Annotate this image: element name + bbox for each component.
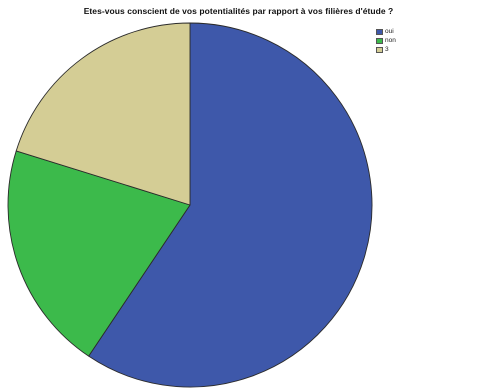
legend-swatch-oui — [376, 29, 383, 35]
legend-label-non: non — [385, 37, 396, 44]
legend-item-non: non — [376, 37, 396, 45]
legend-swatch-non — [376, 38, 383, 44]
pie-slice-oui — [88, 22, 373, 388]
legend: oui non 3 — [376, 28, 396, 55]
pie-slice-non — [7, 150, 191, 357]
legend-item-oui: oui — [376, 28, 396, 36]
chart-title: Etes-vous conscient de vos potentialités… — [83, 6, 394, 16]
legend-swatch-3 — [376, 47, 383, 53]
legend-item-3: 3 — [376, 46, 396, 54]
legend-label-3: 3 — [385, 46, 389, 53]
legend-label-oui: oui — [385, 28, 394, 35]
pie-slice-3 — [15, 22, 191, 206]
